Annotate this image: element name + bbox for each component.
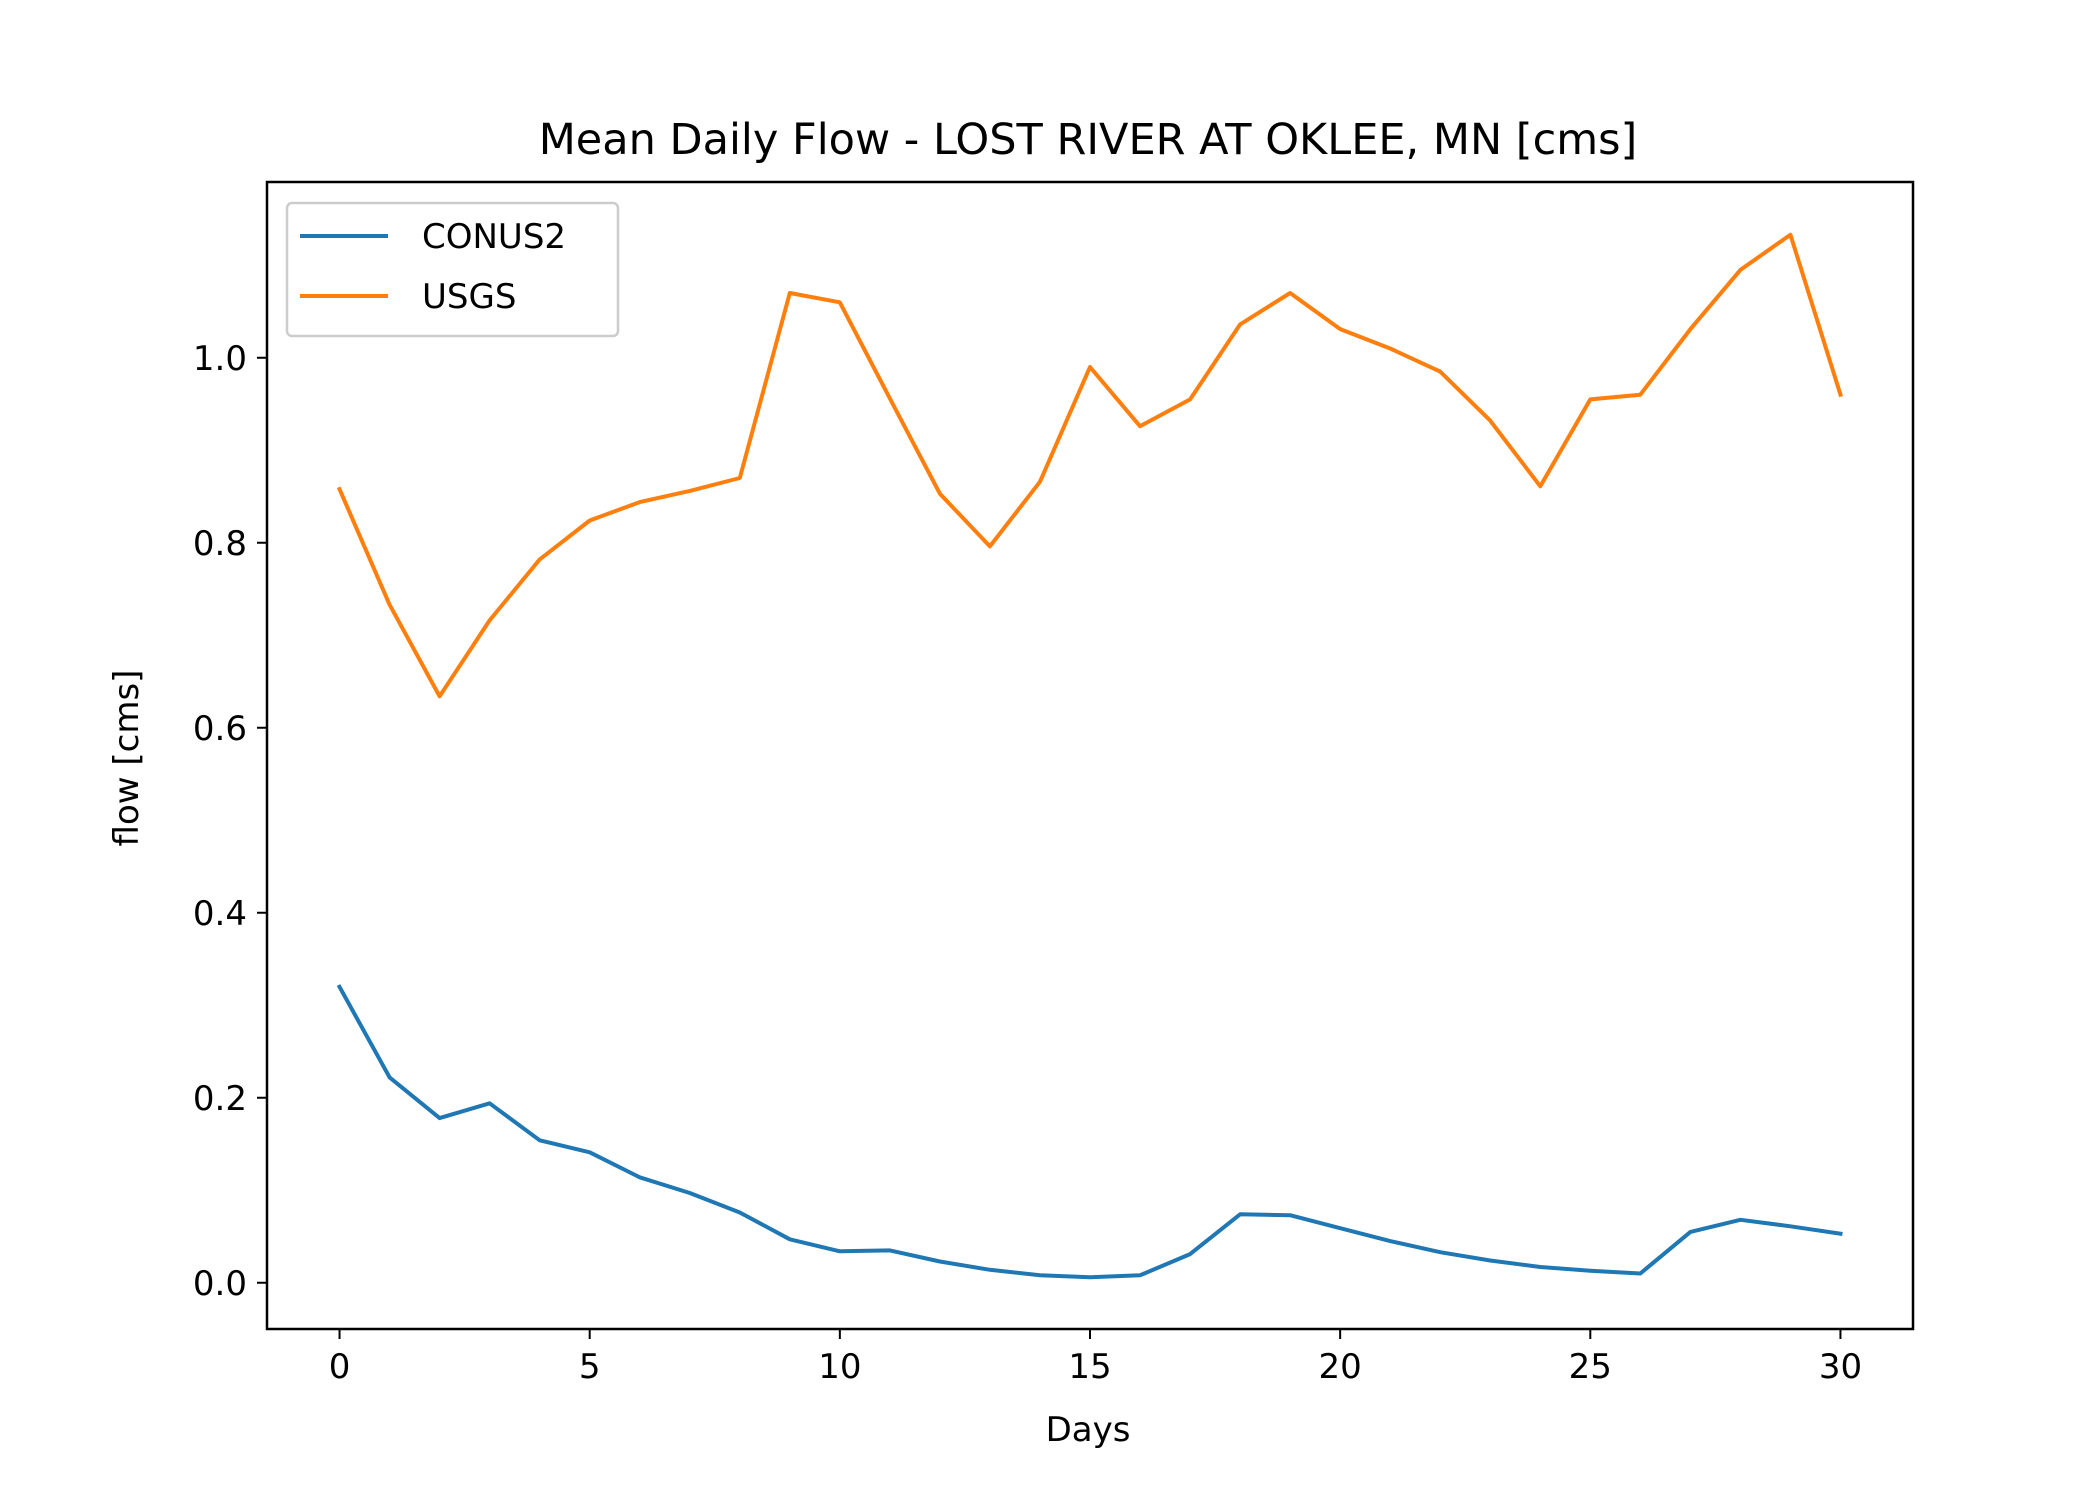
series-line-usgs <box>336 232 1844 699</box>
x-tick-label: 0 <box>329 1347 351 1387</box>
legend-label-conus2: CONUS2 <box>422 217 566 257</box>
x-tick-label: 25 <box>1569 1347 1612 1387</box>
x-axis: 0 5 10 15 20 25 30 <box>329 1329 1862 1387</box>
plot-series-group <box>336 232 1844 1280</box>
x-tick-label: 5 <box>579 1347 601 1387</box>
x-axis-title: Days <box>1046 1410 1131 1450</box>
legend: CONUS2 USGS <box>285 201 620 338</box>
x-tick-label: 30 <box>1819 1347 1862 1387</box>
y-tick-label: 1.0 <box>193 339 247 379</box>
x-tick-label: 15 <box>1068 1347 1111 1387</box>
y-axis-title: flow [cms] <box>107 670 147 847</box>
y-tick-label: 0.6 <box>193 709 247 749</box>
y-tick-label: 0.0 <box>193 1264 247 1304</box>
series-line-conus2 <box>336 984 1843 1280</box>
chart-title: Mean Daily Flow - LOST RIVER AT OKLEE, M… <box>539 115 1638 165</box>
y-tick-label: 0.2 <box>193 1079 247 1119</box>
legend-label-usgs: USGS <box>422 277 516 317</box>
y-axis: 0.0 0.2 0.4 0.6 0.8 1.0 <box>193 339 267 1304</box>
y-tick-label: 0.8 <box>193 524 247 564</box>
y-tick-label: 0.4 <box>193 894 247 934</box>
x-tick-label: 20 <box>1319 1347 1362 1387</box>
x-tick-label: 10 <box>818 1347 861 1387</box>
